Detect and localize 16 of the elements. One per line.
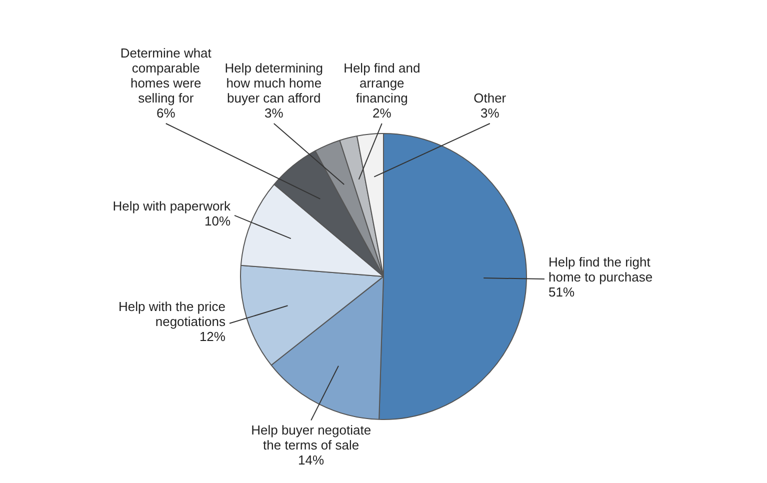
slice-label: Help buyer negotiate the terms of sale <box>251 422 372 452</box>
data-label: 51% <box>548 284 575 300</box>
slice-label: Determine what comparable homes were selling for <box>120 46 212 106</box>
slice-label: Help with the price negotiations <box>118 298 226 329</box>
slice-label: Help find the right home to purchase <box>548 254 653 285</box>
data-label: 12% <box>199 328 226 344</box>
data-label: 3% <box>480 106 500 120</box>
data-label: 2% <box>372 106 392 120</box>
data-label: 14% <box>298 452 325 468</box>
slice-label: Help determining how much home buyer can afford <box>224 60 324 106</box>
data-label: 3% <box>264 106 284 120</box>
slice-label: Help find and arrange financing <box>344 60 420 106</box>
slice-label: Other <box>474 90 507 106</box>
slice-label: Help with paperwork <box>112 198 232 214</box>
data-label: 6% <box>156 106 176 120</box>
data-label: 10% <box>204 214 231 229</box>
